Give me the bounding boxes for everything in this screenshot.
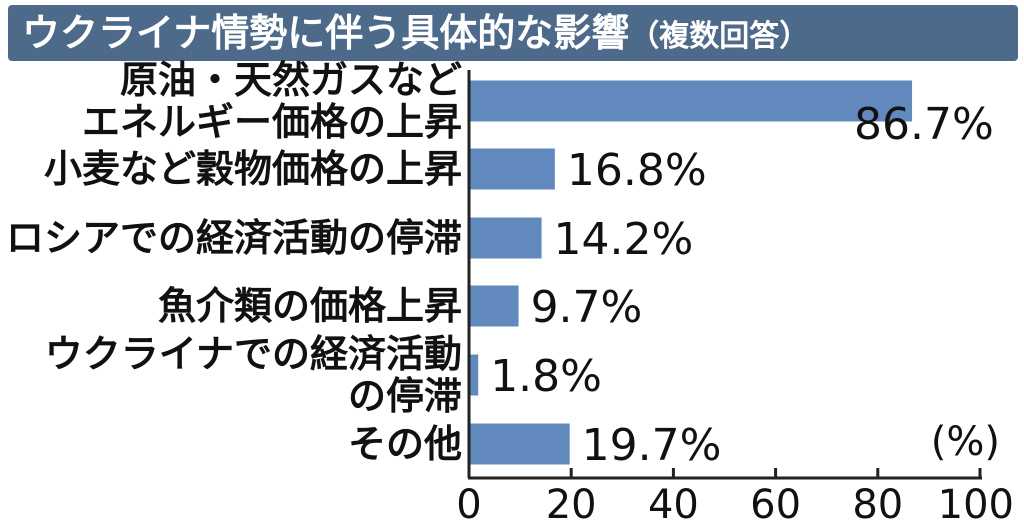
x-tick-label-5: 100 — [938, 482, 1014, 528]
bar-4 — [469, 354, 479, 396]
value-label-4: 1.8% — [490, 351, 602, 402]
bar-5 — [469, 423, 570, 465]
value-label-1: 16.8% — [567, 145, 707, 196]
chart-title-bar: ウクライナ情勢に伴う具体的な影響（複数回答） — [8, 5, 1018, 61]
bar-3 — [469, 285, 519, 327]
x-axis: 0 20 40 60 80 100 (%) — [456, 70, 1014, 528]
category-label-0-0: 原油・天然ガスなど — [120, 57, 462, 102]
category-label-2-0: ロシアでの経済活動の停滞 — [6, 215, 462, 260]
x-tick-label-2: 40 — [648, 482, 699, 528]
value-label-5: 19.7% — [582, 420, 722, 471]
unit-label: (%) — [931, 419, 1000, 465]
x-tick-label-1: 20 — [546, 482, 597, 528]
x-tick-label-3: 60 — [750, 482, 801, 528]
bar-2 — [469, 217, 542, 259]
x-tick-label-0: 0 — [456, 482, 481, 528]
bars-layer — [469, 80, 913, 465]
x-tick-label-4: 80 — [852, 482, 903, 528]
category-label-0-1: エネルギー価格の上昇 — [82, 99, 462, 144]
value-label-0: 86.7% — [854, 99, 994, 150]
value-label-2: 14.2% — [554, 214, 694, 265]
category-label-5-0: その他 — [348, 421, 462, 466]
category-label-3-0: 魚介類の価格上昇 — [158, 283, 462, 328]
category-label-4-0: ウクライナでの経済活動 — [45, 331, 462, 376]
category-label-1-0: 小麦など穀物価格の上昇 — [44, 146, 462, 191]
chart-subtitle: （複数回答） — [629, 19, 810, 54]
bar-1 — [469, 148, 555, 190]
bar-0 — [469, 80, 913, 122]
category-label-4-1: の停滞 — [348, 373, 462, 418]
chart-title: ウクライナ情勢に伴う具体的な影響 — [22, 11, 630, 55]
value-label-3: 9.7% — [531, 282, 643, 333]
